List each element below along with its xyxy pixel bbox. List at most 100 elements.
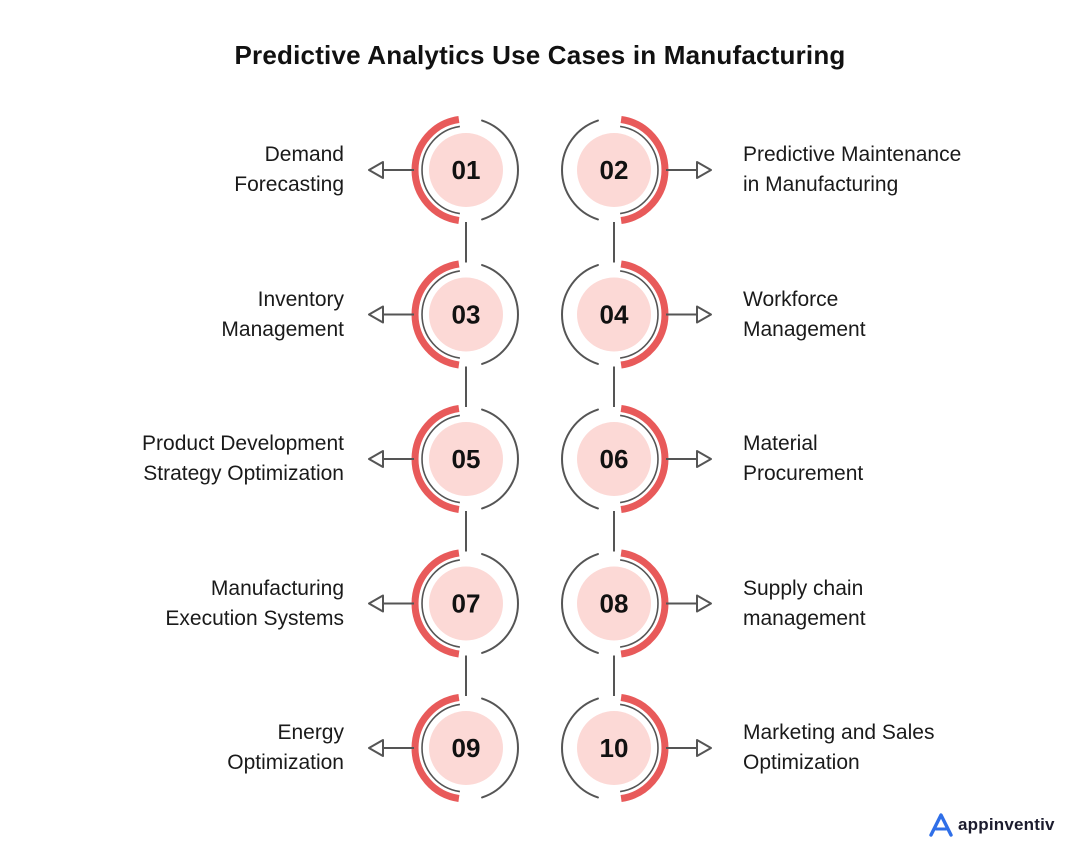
- node-inner-arc: [421, 414, 460, 504]
- node-ring: [561, 697, 599, 799]
- brand-name: appinventiv: [958, 815, 1055, 834]
- node-number: 04: [600, 300, 629, 330]
- arrow-head-left: [368, 594, 384, 613]
- node-number: 05: [452, 444, 481, 474]
- node-accent-arc: [411, 260, 460, 369]
- use-case-label-line: Management: [743, 317, 866, 341]
- node-03: 03: [368, 260, 519, 369]
- use-case-label-line: Management: [221, 317, 344, 341]
- use-case-label-line: Predictive Maintenance: [743, 143, 962, 166]
- node-05: 05: [368, 405, 519, 513]
- node-accent-arc: [620, 694, 669, 802]
- arrow-head-right: [696, 305, 712, 324]
- node-inner-circle: [429, 422, 503, 496]
- node-ring: [481, 408, 519, 510]
- use-case-label-line: management: [743, 606, 866, 630]
- use-case-label-02: Predictive Maintenance in Manufacturing: [743, 140, 1063, 200]
- arrow-head-left: [368, 161, 384, 179]
- node-inner-circle: [577, 422, 651, 496]
- use-case-label-line: Material: [743, 432, 818, 455]
- node-inner-arc: [620, 270, 659, 359]
- node-09: 09: [368, 694, 519, 802]
- node-accent-arc: [411, 116, 460, 224]
- use-case-label-07: Manufacturing Execution Systems: [24, 574, 344, 634]
- use-case-label-line: Workforce: [743, 287, 839, 311]
- use-case-label-04: Workforce Management: [743, 285, 1063, 345]
- node-ring: [481, 697, 519, 799]
- node-ring: [561, 408, 599, 510]
- node-accent-arc: [620, 116, 669, 224]
- node-inner-arc: [620, 559, 659, 648]
- node-number: 06: [600, 444, 629, 474]
- use-case-label-line: Inventory: [257, 287, 344, 311]
- node-ring: [561, 119, 599, 221]
- arrow-head-right: [696, 450, 712, 468]
- node-ring: [561, 264, 599, 365]
- use-case-label-line: Execution Systems: [165, 606, 344, 630]
- node-inner-arc: [421, 559, 460, 648]
- use-case-label-line: Strategy Optimization: [143, 462, 344, 485]
- node-inner-arc: [620, 703, 659, 793]
- node-inner-arc: [421, 703, 460, 793]
- node-08: 08: [561, 549, 712, 658]
- arrow-head-left: [368, 305, 384, 324]
- node-accent-arc: [411, 405, 460, 513]
- node-10: 10: [561, 694, 712, 802]
- node-number: 10: [600, 733, 629, 763]
- node-ring: [481, 553, 519, 654]
- node-accent-arc: [620, 549, 669, 658]
- node-06: 06: [561, 405, 712, 513]
- node-ring: [481, 119, 519, 221]
- use-case-label-03: Inventory Management: [24, 285, 344, 345]
- node-inner-circle: [429, 566, 503, 641]
- node-inner-circle: [577, 277, 651, 352]
- node-accent-arc: [620, 405, 669, 513]
- node-ring: [561, 553, 599, 654]
- node-inner-circle: [577, 566, 651, 641]
- node-inner-circle: [577, 711, 651, 785]
- use-case-label-10: Marketing and Sales Optimization: [743, 718, 1063, 778]
- node-01: 01: [368, 116, 519, 224]
- node-02: 02: [561, 116, 712, 224]
- diagram-title: Predictive Analytics Use Cases in Manufa…: [234, 40, 846, 70]
- triangle-a-logo-icon: [929, 813, 953, 837]
- use-case-label-01: Demand Forecasting: [24, 140, 344, 200]
- node-inner-arc: [421, 270, 460, 359]
- node-04: 04: [561, 260, 712, 369]
- use-case-label-line: Demand: [264, 143, 344, 166]
- use-case-label-line: Optimization: [227, 751, 344, 774]
- node-07: 07: [368, 549, 519, 658]
- use-case-label-line: Forecasting: [234, 173, 344, 196]
- node-inner-arc: [421, 125, 460, 215]
- node-ring: [481, 264, 519, 365]
- node-number: 02: [600, 155, 629, 185]
- arrow-head-left: [368, 450, 384, 468]
- node-number: 01: [452, 155, 481, 185]
- use-case-label-line: Optimization: [743, 751, 860, 774]
- arrow-head-right: [696, 161, 712, 179]
- arrow-head-right: [696, 739, 712, 757]
- node-accent-arc: [620, 260, 669, 369]
- arrow-head-left: [368, 739, 384, 757]
- node-number: 09: [452, 733, 481, 763]
- use-case-label-line: Marketing and Sales: [743, 721, 935, 744]
- node-inner-circle: [577, 133, 651, 207]
- arrow-head-right: [696, 594, 712, 613]
- node-number: 08: [600, 589, 629, 619]
- node-accent-arc: [411, 549, 460, 658]
- node-inner-arc: [620, 125, 659, 215]
- node-inner-circle: [429, 711, 503, 785]
- node-inner-circle: [429, 277, 503, 352]
- use-case-label-line: Product Development: [142, 432, 344, 455]
- use-case-label-line: Manufacturing: [210, 576, 344, 600]
- use-case-label-06: Material Procurement: [743, 429, 1063, 489]
- use-case-label-line: Procurement: [743, 462, 864, 485]
- use-case-label-05: Product Development Strategy Optimization: [24, 429, 344, 489]
- node-number: 03: [452, 300, 481, 330]
- use-case-label-line: in Manufacturing: [743, 173, 899, 196]
- node-inner-circle: [429, 133, 503, 207]
- use-case-label-line: Supply chain: [743, 576, 864, 600]
- node-accent-arc: [411, 694, 460, 802]
- use-case-label-line: Energy: [277, 721, 344, 744]
